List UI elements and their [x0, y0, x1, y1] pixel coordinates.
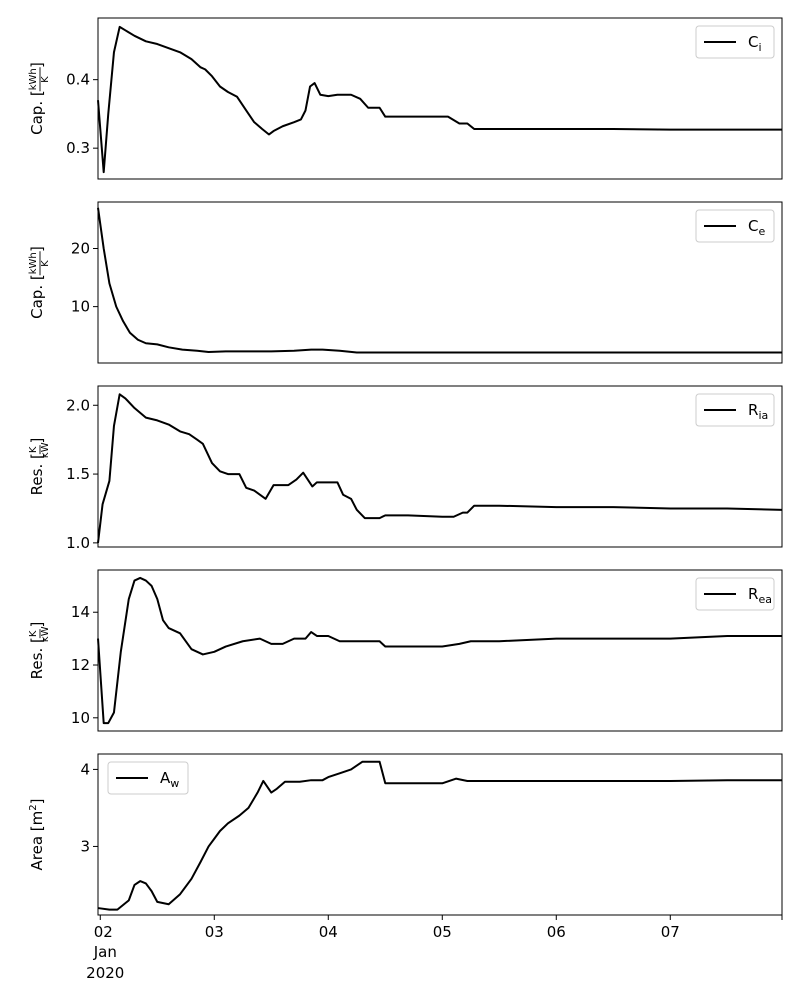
- x-axis: 02 03 04 05 06 07 Jan 2020: [86, 923, 680, 982]
- legend-label-subscript: i: [758, 41, 761, 54]
- legend-label-subscript: ia: [758, 409, 768, 422]
- y-axis-label-close: ]: [28, 622, 46, 628]
- y-axis-unit-numerator: K: [28, 630, 39, 637]
- y-axis-unit-denominator: K: [40, 76, 51, 83]
- series-line-ci: [97, 25, 782, 174]
- legend-label: Ci: [748, 33, 762, 54]
- y-axis-label: Cap. [kWhK]: [28, 246, 51, 319]
- x-tick-label: 03: [205, 923, 224, 941]
- y-axis-unit-numerator: kWh: [28, 252, 39, 274]
- y-axis-label-text: Cap. [: [28, 90, 46, 135]
- y-axis-label-text: Res. [: [28, 453, 46, 495]
- y-axis-unit-numerator: kWh: [28, 68, 39, 90]
- y-tick-label: 1.5: [66, 465, 90, 483]
- plot-frame: [97, 569, 783, 732]
- x-year-label: 2020: [86, 964, 124, 982]
- subplot-4: 10 12 14 Res. [KkW] Rea: [28, 569, 783, 732]
- y-axis-label-close: ]: [28, 438, 46, 444]
- subplot-1: 0.3 0.4 Cap. [kWhK] Ci: [28, 17, 783, 180]
- y-tick-label: 12: [71, 656, 90, 674]
- x-tick-label: 06: [547, 923, 566, 941]
- series-line-rea: [97, 576, 782, 725]
- legend-label-subscript: e: [758, 225, 765, 238]
- legend: Ci: [695, 25, 775, 59]
- y-axis-label-close: ]: [28, 246, 46, 252]
- plot-frame: [97, 753, 783, 916]
- subplot-2: 10 20 Cap. [kWhK] Ce: [28, 201, 783, 364]
- y-axis-label: Area [m2]: [28, 799, 46, 871]
- y-axis-label-text: Res. [: [28, 637, 46, 679]
- legend-label: Aw: [160, 769, 179, 790]
- subplot-3: 1.0 1.5 2.0 Res. [KkW] Ria: [28, 385, 783, 552]
- y-axis-label-close: ]: [28, 799, 46, 805]
- y-tick-label: 0.3: [66, 139, 90, 157]
- y-axis-unit-numerator: K: [28, 446, 39, 453]
- series-line-aw: [97, 760, 782, 911]
- series-line-ria: [97, 393, 783, 543]
- legend-label-subscript: ea: [758, 593, 772, 606]
- x-tick-label: 05: [433, 923, 452, 941]
- y-tick-label: 4: [80, 760, 90, 778]
- y-tick-label: 1.0: [66, 534, 90, 552]
- legend: Rea: [695, 577, 775, 611]
- legend-label: Ce: [748, 217, 765, 238]
- plot-frame: [97, 17, 783, 180]
- legend-label-subscript: w: [170, 777, 179, 790]
- y-axis-unit-fraction: KkW: [28, 626, 51, 642]
- y-axis-label: Cap. [kWhK]: [28, 62, 51, 135]
- legend-label-main: A: [160, 769, 171, 787]
- subplot-5: 3 4 Area [m2] Aw: [28, 753, 783, 920]
- plot-frame: [97, 201, 783, 364]
- legend: Aw: [107, 761, 189, 795]
- y-axis-unit: m: [28, 811, 46, 826]
- y-tick-label: 0.4: [66, 71, 90, 89]
- x-month-label: Jan: [93, 943, 117, 961]
- legend-label-main: R: [748, 585, 758, 603]
- x-tick-label: 07: [661, 923, 680, 941]
- y-axis-unit-fraction: kWhK: [28, 68, 51, 90]
- legend-label: Rea: [748, 585, 772, 606]
- plot-frame: [97, 385, 783, 548]
- y-axis-label: Res. [KkW]: [28, 438, 51, 496]
- x-tick-label: 02: [94, 923, 113, 941]
- x-tick-label: 04: [319, 923, 338, 941]
- series-line-ce: [97, 207, 782, 354]
- y-axis-unit-superscript: 2: [28, 804, 39, 810]
- y-tick-label: 3: [80, 837, 90, 855]
- y-axis-unit-denominator: kW: [40, 442, 51, 458]
- y-tick-label: 2.0: [66, 396, 90, 414]
- y-axis-label-text: Cap. [: [28, 274, 46, 319]
- legend: Ria: [695, 393, 775, 427]
- y-tick-label: 10: [71, 298, 90, 316]
- legend-label-main: R: [748, 401, 758, 419]
- y-tick-label: 20: [71, 239, 90, 257]
- y-axis-unit-denominator: K: [40, 260, 51, 267]
- y-axis-unit-denominator: kW: [40, 626, 51, 642]
- y-tick-label: 14: [71, 603, 90, 621]
- legend-label: Ria: [748, 401, 768, 422]
- y-axis-unit-fraction: KkW: [28, 442, 51, 458]
- y-axis-label: Res. [KkW]: [28, 622, 51, 680]
- legend-label-main: C: [748, 217, 758, 235]
- y-axis-label-close: ]: [28, 62, 46, 68]
- legend: Ce: [695, 209, 775, 243]
- y-axis-label-text: Area [: [28, 825, 46, 870]
- y-tick-label: 10: [71, 709, 90, 727]
- legend-label-main: C: [748, 33, 758, 51]
- y-axis-unit-fraction: kWhK: [28, 252, 51, 274]
